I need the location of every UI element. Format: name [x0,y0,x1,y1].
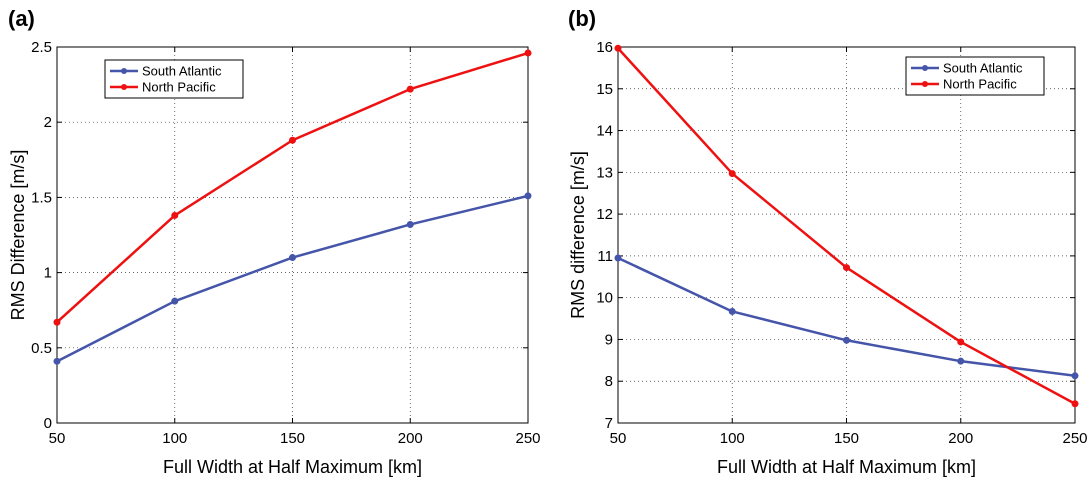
y-tick-label: 1 [44,265,52,282]
data-point [289,254,296,262]
y-tick-label: 16 [596,39,613,56]
legend-box [905,56,1045,96]
data-point [843,336,850,344]
data-point [53,318,61,326]
y-tick-label: 1.5 [31,189,52,206]
y-tick-label: 15 [596,81,613,98]
x-tick-label: 250 [515,430,540,447]
data-point [171,211,179,219]
y-axis-label: RMS difference [m/s] [568,151,588,319]
x-tick-label: 50 [610,430,627,447]
data-point [1071,400,1079,408]
y-tick-label: 12 [596,206,613,223]
panel-label: (b) [568,6,596,31]
data-point [614,254,622,262]
x-tick-label: 100 [720,430,745,447]
y-tick-label: 10 [596,290,613,307]
x-tick-label: 100 [162,430,187,447]
x-tick-label: 200 [398,430,423,447]
series-line [56,194,529,363]
y-axis-label: RMS Difference [m/s] [8,150,28,321]
series-south-atlantic [614,254,1079,380]
data-point [171,297,179,305]
y-tick-label: 8 [605,373,613,390]
y-tick-label: 11 [597,248,613,265]
legend-swatch-marker [922,81,928,87]
y-tick-label: 2 [44,114,52,131]
panel-label: (a) [8,6,35,31]
x-tick-label: 50 [49,430,66,447]
grid [56,46,529,424]
data-point [524,49,532,57]
data-point [614,44,622,52]
series-line [617,47,1076,405]
data-point [728,170,736,178]
data-point [843,264,850,272]
series-north-pacific [614,44,1079,408]
legend-entry: North Pacific [943,77,1017,92]
chart-panel-b: (b) 50 100 150 200 250 7 8 9 10 11 12 13 14 15 16 Full W… [568,6,1088,477]
data-point [957,357,965,365]
series-south-atlantic [53,192,532,365]
legend-entry: South Atlantic [142,64,222,79]
data-point [406,220,414,228]
data-point [1071,372,1079,380]
legend-entry: North Pacific [142,80,216,95]
x-tick-label: 150 [280,430,305,447]
data-point [53,357,61,365]
x-tick-label: 200 [948,430,973,447]
legend-box [104,59,244,99]
x-tick-label: 150 [834,430,859,447]
y-tick-label: 13 [596,164,613,181]
data-point [524,192,532,200]
series-north-pacific [53,49,532,326]
legend-swatch-marker [121,68,127,74]
x-tick-label: 250 [1062,430,1087,447]
legend-swatch-marker [922,65,928,71]
data-point [728,307,736,315]
legend-entry: South Atlantic [943,61,1023,76]
y-tick-label: 2.5 [31,39,52,56]
data-point [957,338,965,346]
data-point [406,85,414,93]
y-tick-label: 0 [44,415,52,432]
y-tick-label: 9 [605,331,613,348]
x-axis-label: Full Width at Half Maximum [km] [717,457,976,477]
y-tick-label: 7 [605,415,613,432]
legend-swatch-marker [121,84,127,90]
chart-panel-a: (a) 50 100 150 200 250 0 0.5 1 1.5 2 2.5 Full Width … [8,6,541,477]
data-point [289,136,296,144]
y-tick-label: 0.5 [31,340,52,357]
x-axis-label: Full Width at Half Maximum [km] [163,457,422,477]
y-tick-label: 14 [596,123,613,140]
